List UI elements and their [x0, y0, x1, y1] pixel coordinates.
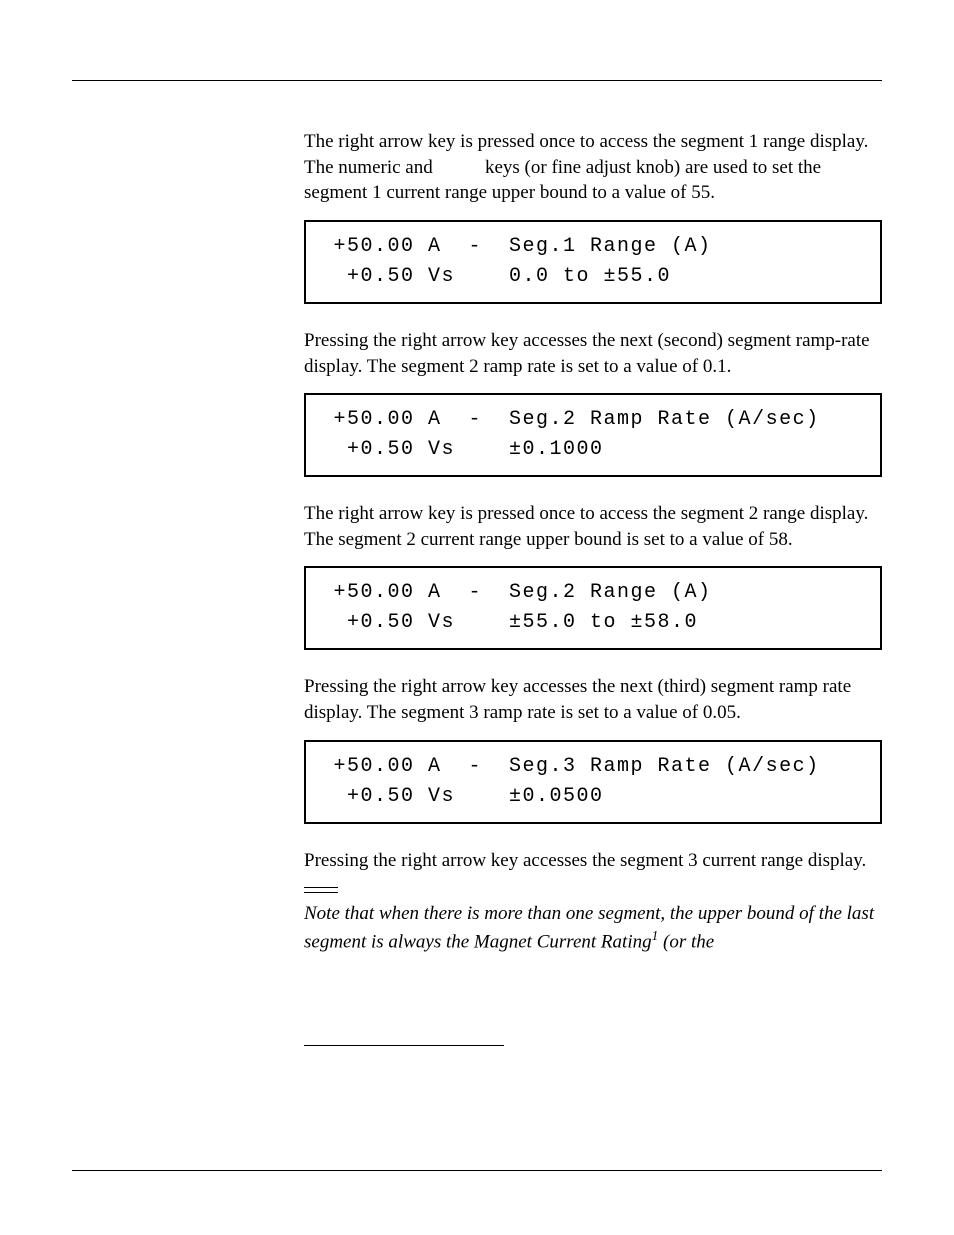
paragraph-3: The right arrow key is pressed once to a…: [304, 501, 882, 552]
paragraph-1-gap: [437, 157, 480, 178]
top-rule: [72, 80, 882, 81]
display-seg1-range: +50.00 A - Seg.1 Range (A) +0.50 Vs 0.0 …: [304, 220, 882, 304]
footnote-rule: [304, 1045, 504, 1046]
content-column: The right arrow key is pressed once to a…: [304, 129, 882, 1046]
paragraph-2: Pressing the right arrow key accesses th…: [304, 328, 882, 379]
display-line: +50.00 A - Seg.3 Ramp Rate (A/sec): [320, 755, 820, 778]
dash-line: [304, 892, 338, 893]
note-text-suffix: (or the: [658, 931, 714, 952]
display-line: +0.50 Vs ±0.1000: [320, 438, 604, 461]
dash-line: [304, 887, 338, 888]
bottom-rule: [72, 1170, 882, 1171]
display-line: +0.50 Vs ±0.0500: [320, 785, 604, 808]
page: The right arrow key is pressed once to a…: [0, 0, 954, 1235]
paragraph-5: Pressing the right arrow key accesses th…: [304, 848, 882, 874]
note-paragraph: Note that when there is more than one se…: [304, 901, 882, 955]
display-line: +0.50 Vs 0.0 to ±55.0: [320, 265, 671, 288]
paragraph-4: Pressing the right arrow key accesses th…: [304, 674, 882, 725]
display-line: +50.00 A - Seg.1 Range (A): [320, 235, 712, 258]
note-separator: [304, 887, 882, 893]
display-line: +50.00 A - Seg.2 Range (A): [320, 581, 712, 604]
display-line: +50.00 A - Seg.2 Ramp Rate (A/sec): [320, 408, 820, 431]
display-seg2-range: +50.00 A - Seg.2 Range (A) +0.50 Vs ±55.…: [304, 566, 882, 650]
paragraph-1: The right arrow key is pressed once to a…: [304, 129, 882, 206]
display-seg2-ramp: +50.00 A - Seg.2 Ramp Rate (A/sec) +0.50…: [304, 393, 882, 477]
display-line: +0.50 Vs ±55.0 to ±58.0: [320, 611, 698, 634]
display-seg3-ramp: +50.00 A - Seg.3 Ramp Rate (A/sec) +0.50…: [304, 740, 882, 824]
note-text-prefix: Note that when there is more than one se…: [304, 903, 874, 952]
